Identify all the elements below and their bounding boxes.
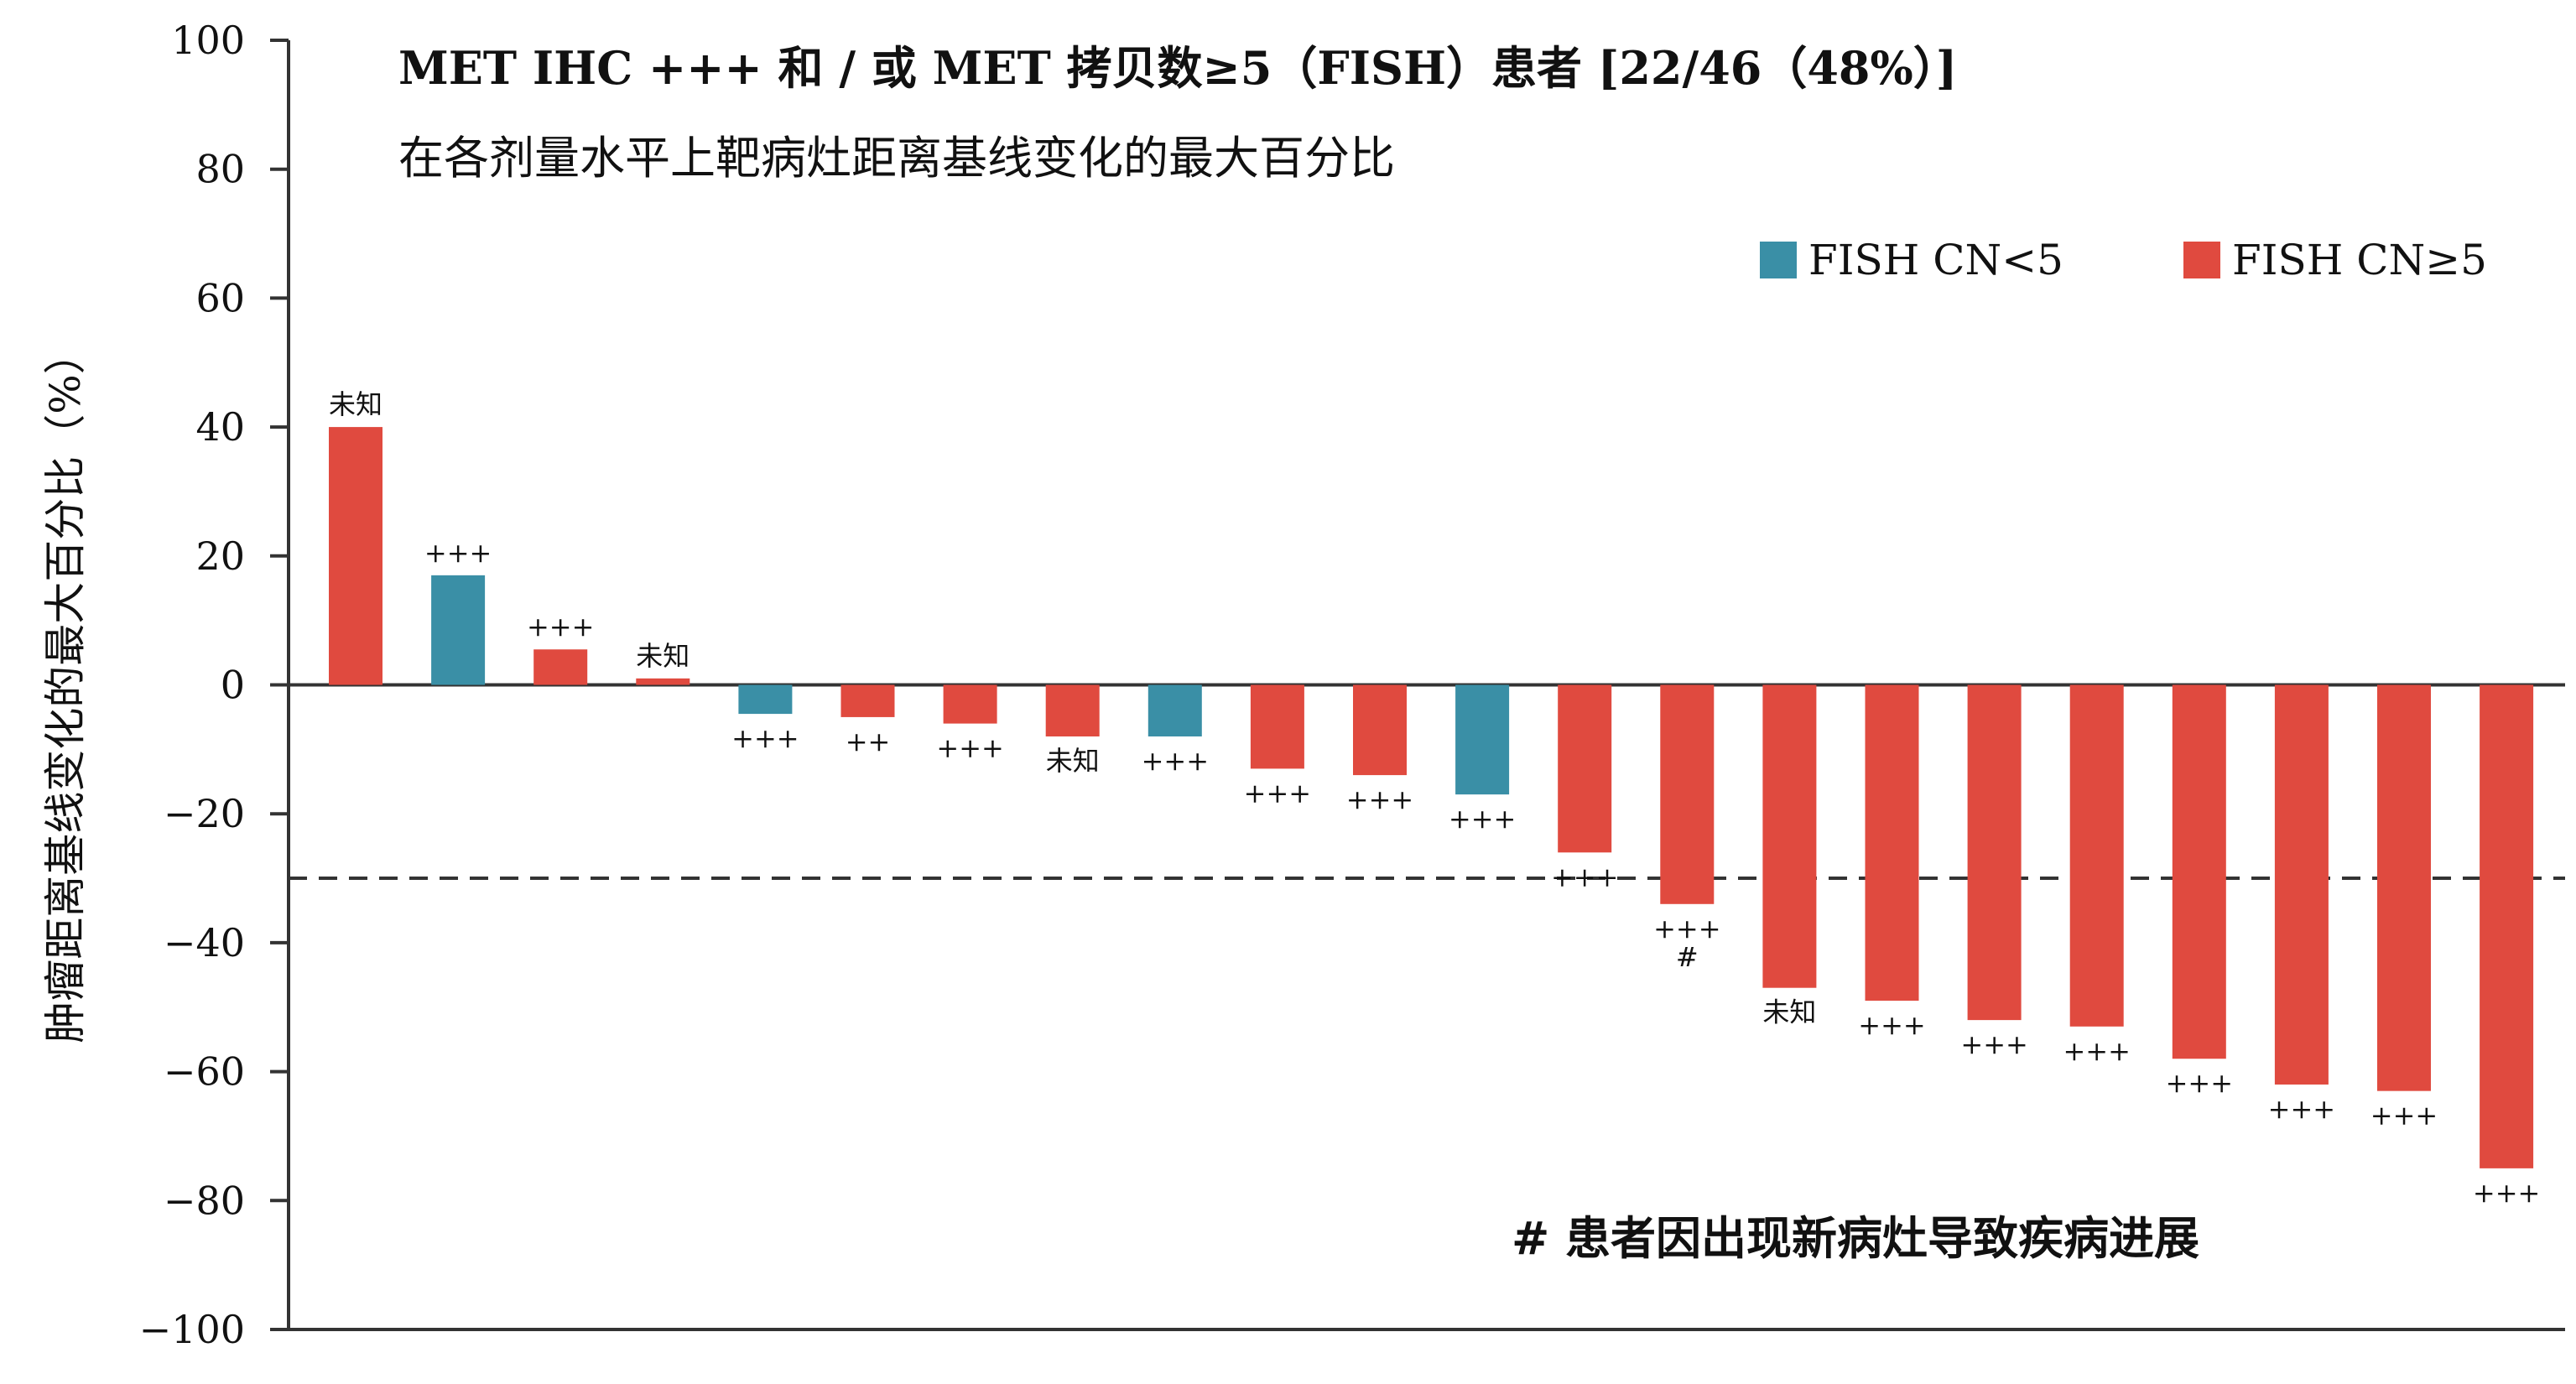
bar-labels: 未知++++++未知+++ ++ +++ 未知 ++++++ ++++++++++++#未… xyxy=(329,388,2540,1209)
legend-label-cn-lt-5: FISH CN<5 xyxy=(1808,236,2063,284)
bar xyxy=(431,575,486,685)
y-tick-label: 20 xyxy=(195,533,245,579)
bar xyxy=(1967,684,2022,1021)
bar-data-label: +++ xyxy=(1653,913,1720,944)
bar-data-label: 未知 xyxy=(1762,996,1816,1028)
bar xyxy=(2480,684,2534,1168)
bar xyxy=(840,684,895,717)
bar-data-label: ++ xyxy=(846,726,891,757)
bar xyxy=(533,649,588,685)
bar xyxy=(329,427,382,685)
y-tick-label: −80 xyxy=(164,1178,245,1223)
y-tick-label: 0 xyxy=(221,663,245,708)
bar xyxy=(1045,684,1100,736)
bar-data-label: +++ xyxy=(424,537,492,569)
bar xyxy=(1762,684,1817,988)
bar-data-label: +++ xyxy=(2166,1067,2233,1099)
bar-data-label: +++ xyxy=(2370,1100,2438,1132)
chart-title: MET IHC +++ 和 / 或 MET 拷贝数≥5（FISH）患者 [22/… xyxy=(398,41,1957,95)
footnote: # 患者因出现新病灶导致疾病进展 xyxy=(1512,1211,2199,1265)
bar xyxy=(636,678,690,685)
y-tick-label: 100 xyxy=(171,18,245,63)
bar xyxy=(1353,684,1407,776)
bar-data-label: +++ xyxy=(1960,1028,2027,1060)
legend-swatch-cn-lt-5 xyxy=(1760,242,1797,278)
y-tick-label: −100 xyxy=(139,1307,245,1352)
y-tick-label: −20 xyxy=(164,791,245,836)
chart-subtitle: 在各剂量水平上靶病灶距离基线变化的最大百分比 xyxy=(398,132,1395,185)
legend-label-cn-ge-5: FISH CN≥5 xyxy=(2232,236,2487,284)
legend: FISH CN<5 FISH CN≥5 xyxy=(1760,236,2487,284)
y-tick-label: −60 xyxy=(164,1049,245,1095)
bar-data-label: +++ xyxy=(936,732,1003,764)
bar xyxy=(1865,684,1919,1002)
y-tick-label: −40 xyxy=(164,920,245,965)
bar xyxy=(738,684,793,715)
y-tick-label: 80 xyxy=(195,147,245,192)
bar-data-label: +++ xyxy=(1449,803,1516,835)
bar-data-label: +++ xyxy=(1858,1009,1925,1041)
bar-data-label: +++ xyxy=(2473,1177,2540,1209)
bar-data-label: 未知 xyxy=(636,640,690,672)
bar-data-label: # xyxy=(1676,941,1699,973)
bar-data-label: +++ xyxy=(1346,783,1413,815)
bar xyxy=(1250,684,1304,769)
bar xyxy=(1147,684,1202,736)
bar-data-label: +++ xyxy=(1244,777,1311,809)
bar xyxy=(2172,684,2226,1059)
bar xyxy=(2069,684,2124,1027)
bar-data-label: +++ xyxy=(2063,1035,2130,1067)
legend-swatch-cn-ge-5 xyxy=(2183,242,2220,278)
bar xyxy=(943,684,997,724)
bar xyxy=(2377,684,2431,1091)
bars xyxy=(329,427,2534,1168)
bar-data-label: 未知 xyxy=(1046,745,1100,777)
bar-data-label: +++ xyxy=(731,722,799,754)
bar xyxy=(1455,684,1510,795)
y-axis-label: 肿瘤距离基线变化的最大百分比（%） xyxy=(41,332,90,1043)
bar xyxy=(2274,684,2329,1085)
y-tick-label: 60 xyxy=(195,275,245,320)
bar-data-label: 未知 xyxy=(329,388,382,420)
y-tick-label: 40 xyxy=(195,404,245,450)
bar-data-label: +++ xyxy=(527,611,594,643)
bar-data-label: +++ xyxy=(2268,1093,2335,1125)
bar xyxy=(1558,684,1612,853)
bar-data-label: +++ xyxy=(1142,745,1209,777)
bar xyxy=(1660,684,1715,904)
bar-data-label: +++ xyxy=(1551,861,1618,892)
